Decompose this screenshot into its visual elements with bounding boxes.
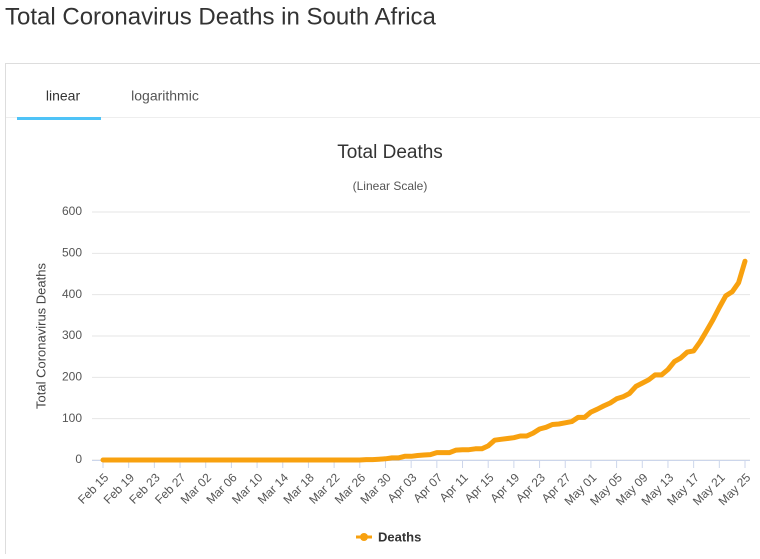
y-tick-label: 300 [62,328,82,342]
chart-title: Total Deaths [337,142,443,163]
chart-subtitle: (Linear Scale) [353,179,428,193]
y-tick-label: 100 [62,411,82,425]
y-axis-label: Total Coronavirus Deaths [33,263,48,409]
tab-underline [17,117,101,120]
tab[interactable]: logarithmic [131,88,199,104]
tab[interactable]: linear [46,88,81,104]
data-line [103,261,745,460]
y-tick-label: 400 [62,287,82,301]
page-title: Total Coronavirus Deaths in South Africa [5,3,437,30]
y-tick-label: 200 [62,370,82,384]
legend-item[interactable]: Deaths [356,529,421,544]
legend-label: Deaths [378,529,421,544]
legend-marker [360,533,368,541]
x-tick-label: Apr 07 [410,470,445,505]
y-tick-label: 600 [62,204,82,218]
y-tick-label: 500 [62,246,82,260]
y-tick-label: 0 [75,452,82,466]
